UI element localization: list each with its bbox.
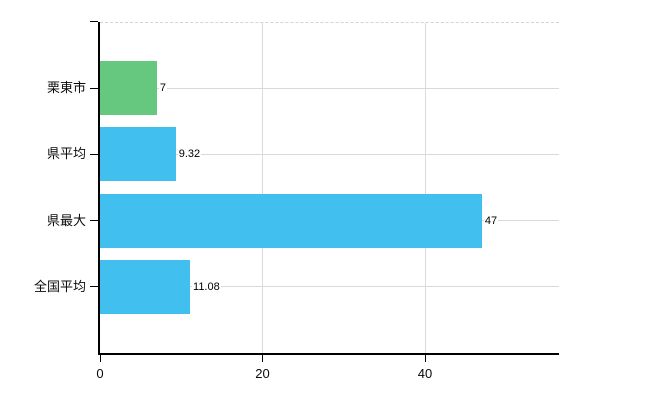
x-tick-label: 20 bbox=[255, 366, 270, 381]
gridline-v bbox=[424, 23, 426, 353]
y-tick bbox=[90, 286, 98, 288]
bar bbox=[100, 259, 191, 314]
y-tick bbox=[90, 87, 98, 89]
x-tick-label: 0 bbox=[96, 366, 104, 381]
bar bbox=[100, 127, 176, 182]
bar bbox=[100, 61, 157, 116]
x-tick bbox=[424, 355, 426, 362]
category-label: 県平均 bbox=[46, 146, 86, 162]
gridline-h bbox=[100, 286, 559, 288]
bar bbox=[100, 193, 482, 248]
x-tick bbox=[99, 355, 101, 362]
plot-area: 0 20 40 7 栗東市 9.32 県平均 47 県最大 11.08 全国平均 bbox=[34, 21, 559, 381]
category-label: 全国平均 bbox=[33, 278, 86, 294]
x-axis bbox=[98, 353, 559, 355]
y-tick bbox=[90, 220, 98, 222]
gridline-h bbox=[100, 87, 559, 89]
category-label: 県最大 bbox=[46, 212, 86, 228]
bar-value-label: 11.08 bbox=[192, 279, 221, 294]
x-tick bbox=[262, 355, 263, 362]
x-tick-label: 40 bbox=[417, 366, 433, 381]
y-axis-top-tick bbox=[90, 21, 98, 22]
bar-value-label: 7 bbox=[158, 81, 167, 96]
y-axis bbox=[98, 22, 100, 355]
bar-value-label: 47 bbox=[483, 213, 499, 228]
y-tick bbox=[90, 153, 98, 155]
plot-top-border bbox=[100, 22, 559, 23]
gridline-v bbox=[262, 23, 263, 353]
gridline-h bbox=[100, 153, 559, 155]
category-label: 栗東市 bbox=[46, 80, 86, 96]
bar-value-label: 9.32 bbox=[177, 147, 202, 162]
